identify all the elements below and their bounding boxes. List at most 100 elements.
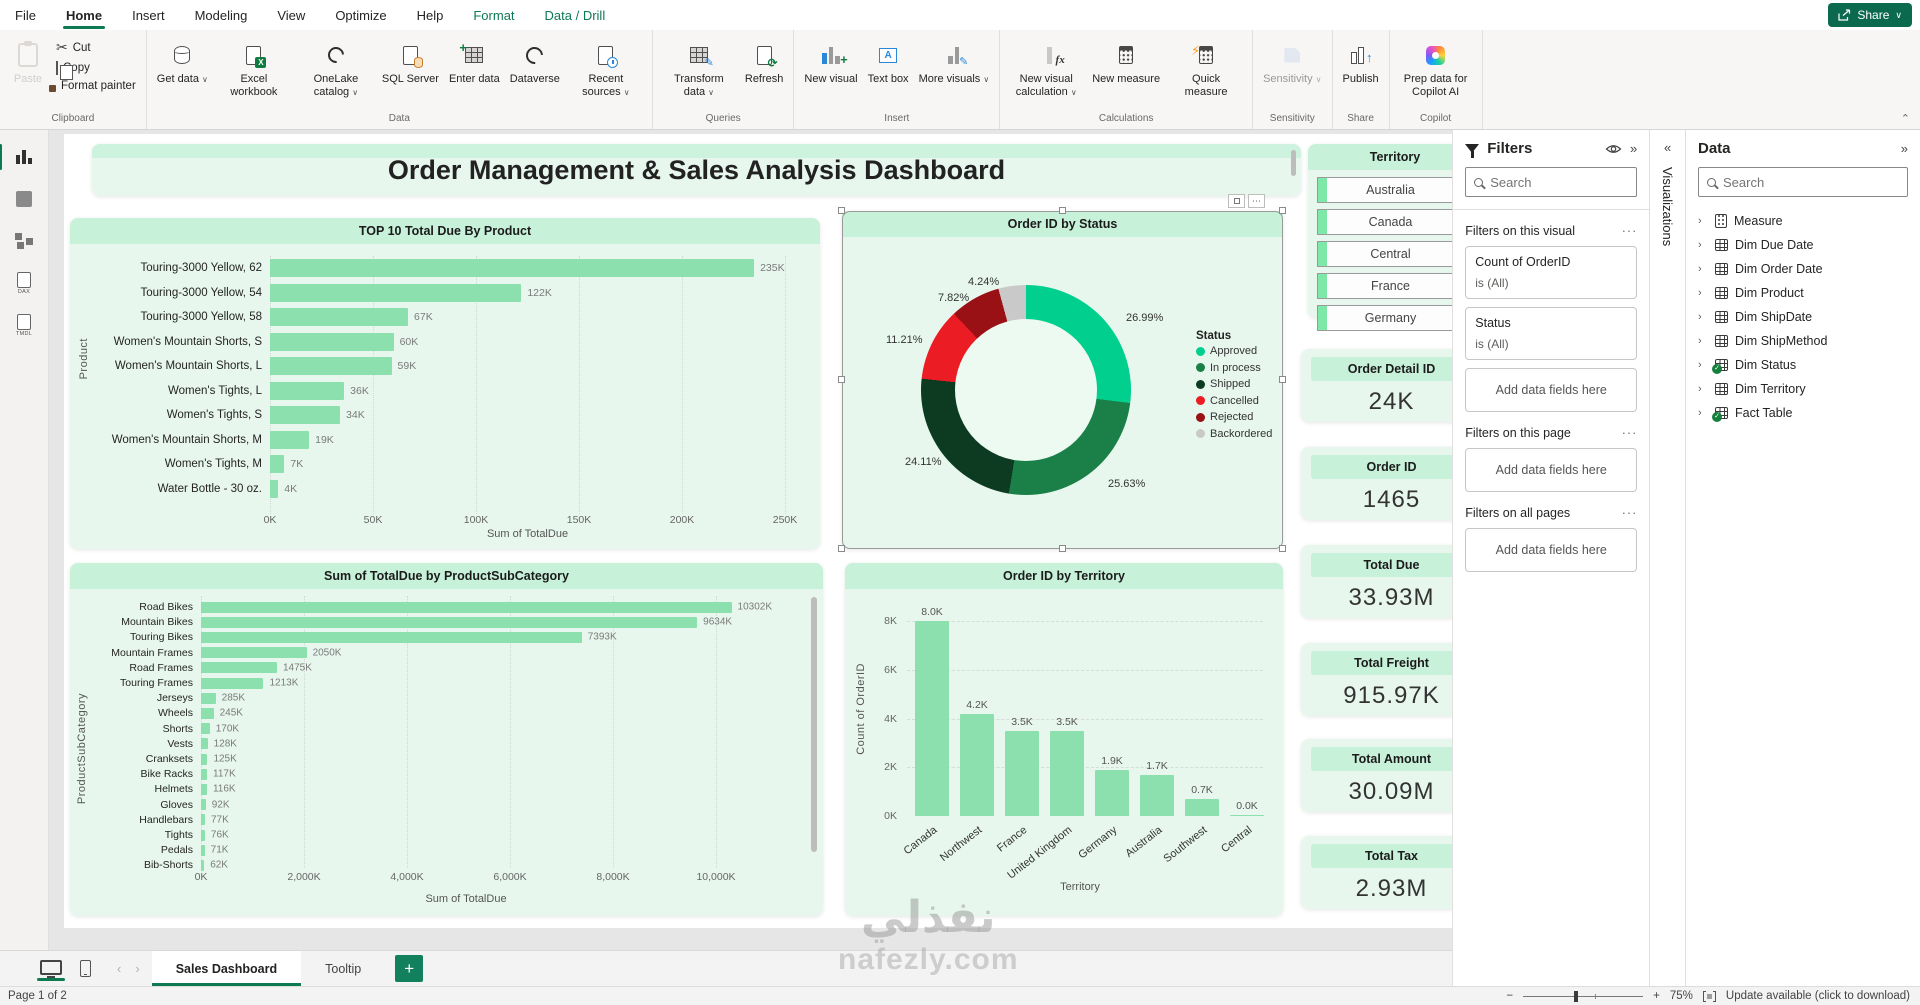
resize-handle[interactable] xyxy=(838,545,845,552)
donut-ring[interactable] xyxy=(921,285,1131,495)
bar[interactable] xyxy=(201,783,207,795)
cut-button[interactable]: ✂ Cut xyxy=(56,39,91,55)
bar[interactable] xyxy=(270,430,310,449)
bar[interactable] xyxy=(201,768,208,780)
slicer-item-australia[interactable]: Australia xyxy=(1317,177,1464,203)
resize-handle[interactable] xyxy=(1279,207,1286,214)
legend-item[interactable]: Rejected xyxy=(1196,411,1272,423)
menu-tab-modeling[interactable]: Modeling xyxy=(194,7,248,23)
dashboard-title-visual[interactable]: Order Management & Sales Analysis Dashbo… xyxy=(92,144,1301,196)
add-data-fields-dropzone[interactable]: Add data fields here xyxy=(1465,448,1638,492)
collapse-data-pane-icon[interactable]: » xyxy=(1900,141,1908,156)
mobile-view-icon[interactable] xyxy=(80,960,91,977)
data-field-dim-shipdate[interactable]: › Dim ShipDate xyxy=(1698,310,1813,324)
new-visual-calculation-button[interactable]: fx New visual calculation ∨ xyxy=(1006,36,1086,102)
more-options-icon[interactable]: ⋯ xyxy=(1248,194,1265,208)
data-field-dim-status[interactable]: › ✓ Dim Status xyxy=(1698,358,1797,374)
more-options-icon[interactable]: ··· xyxy=(1621,426,1638,440)
bar[interactable] xyxy=(201,647,307,659)
menu-tab-insert[interactable]: Insert xyxy=(132,7,165,23)
kpi-card-total-tax[interactable]: Total Tax 2.93M xyxy=(1301,836,1482,909)
data-field-dim-order-date[interactable]: › Dim Order Date xyxy=(1698,262,1823,276)
recent-sources-button[interactable]: Recent sources ∨ xyxy=(566,36,646,102)
resize-handle[interactable] xyxy=(1279,376,1286,383)
menu-tab-view[interactable]: View xyxy=(277,7,306,23)
fit-to-page-icon[interactable] xyxy=(1702,989,1716,1003)
bar[interactable] xyxy=(201,738,208,750)
transform-data-button[interactable]: ✎ Transform data ∨ xyxy=(659,36,739,102)
add-data-fields-dropzone[interactable]: Add data fields here xyxy=(1465,368,1638,412)
onelake-catalog-button[interactable]: OneLake catalog ∨ xyxy=(296,36,376,102)
page-tab-tooltip[interactable]: Tooltip xyxy=(325,961,362,976)
menu-tab-home[interactable]: Home xyxy=(51,0,117,30)
focus-mode-icon[interactable] xyxy=(1228,194,1245,208)
menu-tab-optimize[interactable]: Optimize xyxy=(335,7,387,23)
zoom-in-icon[interactable]: + xyxy=(1653,990,1660,1002)
bar[interactable] xyxy=(270,406,341,424)
chevron-right-icon[interactable]: › xyxy=(1698,287,1702,299)
eye-icon[interactable] xyxy=(1605,143,1622,155)
filters-search-input[interactable] xyxy=(1490,174,1629,190)
bar[interactable] xyxy=(270,283,522,302)
data-field-dim-due-date[interactable]: › Dim Due Date xyxy=(1698,238,1814,252)
legend-item[interactable]: Backordered xyxy=(1196,428,1272,440)
copy-button[interactable]: Copy xyxy=(52,61,140,75)
resize-handle[interactable] xyxy=(1058,545,1066,552)
chevron-right-icon[interactable]: › xyxy=(1698,359,1702,371)
chevron-right-icon[interactable]: › xyxy=(1698,311,1702,323)
bar[interactable] xyxy=(201,859,205,871)
resize-handle[interactable] xyxy=(838,376,845,383)
new-measure-button[interactable]: New measure xyxy=(1088,36,1164,89)
web-view-icon[interactable] xyxy=(37,956,65,981)
data-search[interactable] xyxy=(1698,167,1908,197)
prep-data-for-copilot-ai-button[interactable]: Prep data for Copilot AI xyxy=(1396,36,1476,102)
filter-card-status[interactable]: Status is (All) xyxy=(1465,307,1638,360)
prev-page-arrow-icon[interactable]: ‹ xyxy=(117,961,122,976)
expand-visualizations-icon[interactable]: « xyxy=(1664,140,1672,155)
bar[interactable] xyxy=(201,707,214,719)
slicer-item-central[interactable]: Central xyxy=(1317,241,1464,267)
chevron-right-icon[interactable]: › xyxy=(1698,263,1702,275)
collapse-pane-icon[interactable]: » xyxy=(1630,141,1638,156)
report-view-icon[interactable] xyxy=(0,138,44,176)
resize-handle[interactable] xyxy=(838,207,845,214)
sql-server-button[interactable]: SQL Server xyxy=(378,36,443,89)
bar[interactable] xyxy=(270,308,409,326)
chevron-right-icon[interactable]: › xyxy=(1698,215,1702,227)
share-button[interactable]: Share ∨ xyxy=(1828,3,1912,27)
format-painter-button[interactable]: Format painter xyxy=(61,80,136,92)
column[interactable] xyxy=(1185,798,1219,816)
zoom-out-icon[interactable]: − xyxy=(1506,990,1514,1002)
top10-product-bar-chart[interactable]: TOP 10 Total Due By Product Product Sum … xyxy=(70,218,820,549)
resize-handle[interactable] xyxy=(1058,207,1066,214)
menu-tab-help[interactable]: Help xyxy=(416,7,444,23)
territory-column-chart[interactable]: Order ID by Territory Count of OrderID T… xyxy=(845,563,1283,916)
column[interactable] xyxy=(960,713,994,816)
more-options-icon[interactable]: ··· xyxy=(1621,224,1638,238)
menu-tab-data-drill[interactable]: Data / Drill xyxy=(544,7,606,23)
legend-item[interactable]: Cancelled xyxy=(1196,395,1272,407)
refresh-button[interactable]: ⟳ Refresh xyxy=(741,36,788,89)
kpi-card-order-id[interactable]: Order ID 1465 xyxy=(1301,447,1482,520)
menu-tab-file[interactable]: File xyxy=(15,7,36,23)
ribbon-collapse-icon[interactable]: ⌃ xyxy=(1900,113,1910,125)
legend-item[interactable]: In process xyxy=(1196,362,1272,374)
bar[interactable] xyxy=(201,844,205,856)
get-data-button[interactable]: Get data ∨ xyxy=(153,36,212,89)
column[interactable] xyxy=(1230,814,1264,816)
bar[interactable] xyxy=(270,479,279,498)
excel-workbook-button[interactable]: X Excel workbook xyxy=(214,36,294,102)
subcategory-bar-chart[interactable]: Sum of TotalDue by ProductSubCategory Pr… xyxy=(70,563,823,916)
add-page-button[interactable]: + xyxy=(395,955,424,982)
bar[interactable] xyxy=(270,332,394,351)
column[interactable] xyxy=(915,621,949,816)
bar[interactable] xyxy=(201,631,582,643)
column[interactable] xyxy=(1140,774,1174,816)
model-view-icon[interactable] xyxy=(4,222,44,260)
publish-button[interactable]: ↑ Publish xyxy=(1339,36,1383,89)
data-field-dim-shipmethod[interactable]: › Dim ShipMethod xyxy=(1698,334,1828,348)
slicer-item-canada[interactable]: Canada xyxy=(1317,209,1464,235)
tmdl-view-icon[interactable]: TMDL xyxy=(4,306,44,344)
bar[interactable] xyxy=(201,662,277,674)
column[interactable] xyxy=(1050,730,1084,816)
